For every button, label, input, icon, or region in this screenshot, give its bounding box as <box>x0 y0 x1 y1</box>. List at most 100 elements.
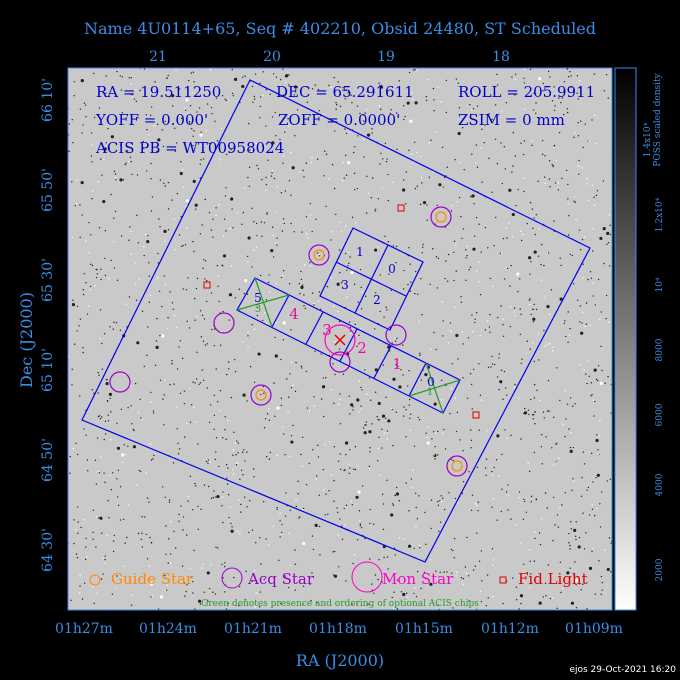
star-dot <box>208 211 211 214</box>
star-dot <box>434 432 437 434</box>
star-dot <box>334 187 336 190</box>
star-dot <box>119 144 122 146</box>
star-dot <box>601 491 603 493</box>
star-dot <box>113 241 115 243</box>
star-dot <box>224 98 226 100</box>
star-dot <box>248 166 251 168</box>
star-dot <box>406 385 409 387</box>
star-dot <box>582 512 584 514</box>
star-dot <box>228 516 230 519</box>
star-dot <box>92 538 94 540</box>
star-dot <box>578 536 581 539</box>
star-dot <box>470 373 472 375</box>
star-dot <box>596 190 599 192</box>
star-dot <box>510 518 512 520</box>
star-dot <box>451 572 453 574</box>
star-dot <box>79 318 82 320</box>
star-dot <box>442 432 444 434</box>
star-dot <box>217 285 219 288</box>
star-dot <box>559 257 561 259</box>
star-dot <box>103 147 107 151</box>
star-dot <box>234 297 236 299</box>
star-dot <box>332 363 334 365</box>
star-dot <box>313 405 315 407</box>
star-dot <box>346 296 348 298</box>
star-dot <box>97 371 99 374</box>
y-tick: 66 10' <box>40 78 56 122</box>
star-dot <box>362 427 365 429</box>
star-dot <box>172 462 175 464</box>
star-dot <box>171 94 175 98</box>
star-dot <box>523 500 526 503</box>
star-dot <box>227 419 229 422</box>
star-dot <box>113 321 115 323</box>
star-dot <box>433 454 435 456</box>
star-dot <box>476 270 478 272</box>
star-dot <box>489 313 491 316</box>
star-dot <box>203 318 206 320</box>
star-dot <box>432 87 435 90</box>
star-dot <box>339 393 341 395</box>
star-dot <box>339 272 341 274</box>
star-dot <box>372 523 375 525</box>
star-dot <box>328 178 330 180</box>
star-dot <box>308 410 311 413</box>
star-dot <box>344 98 346 100</box>
star-dot <box>125 162 127 164</box>
star-dot <box>461 492 464 495</box>
star-dot <box>437 504 440 506</box>
star-dot <box>262 95 264 97</box>
star-dot <box>230 529 234 533</box>
star-dot <box>356 398 359 400</box>
star-dot <box>432 248 434 250</box>
star-dot <box>511 76 513 78</box>
star-dot <box>135 299 138 302</box>
star-dot <box>543 329 545 332</box>
star-dot <box>150 459 153 461</box>
star-dot <box>139 398 141 400</box>
star-dot <box>579 248 582 251</box>
star-dot <box>608 537 611 539</box>
star-dot <box>216 401 219 403</box>
title: Name 4U0114+65, Seq # 402210, Obsid 2448… <box>84 19 596 38</box>
star-dot <box>143 365 146 368</box>
star-dot <box>365 212 368 214</box>
star-dot <box>505 491 508 493</box>
star-dot <box>204 198 207 201</box>
star-dot <box>577 545 581 549</box>
star-dot <box>171 362 173 365</box>
star-dot <box>333 446 336 448</box>
star-dot <box>209 461 212 463</box>
star-dot <box>231 68 233 71</box>
star-dot <box>148 301 151 304</box>
star-dot <box>175 406 177 408</box>
star-dot <box>555 443 557 445</box>
star-dot <box>86 313 89 315</box>
star-dot <box>575 521 577 523</box>
star-dot <box>281 523 283 526</box>
star-dot <box>570 86 572 88</box>
star-dot <box>212 496 215 499</box>
star-dot <box>328 490 330 492</box>
star-dot <box>414 292 416 295</box>
star-dot <box>348 472 350 475</box>
star-dot <box>546 410 549 412</box>
star-dot <box>183 390 186 392</box>
star-dot <box>189 567 191 569</box>
star-dot <box>561 177 563 180</box>
star-dot <box>519 278 521 280</box>
star-dot <box>150 210 153 212</box>
star-dot <box>520 362 522 365</box>
star-dot <box>382 158 384 160</box>
star-dot <box>609 233 611 236</box>
star-dot <box>168 501 171 503</box>
star-dot <box>506 437 508 439</box>
star-dot <box>104 558 106 561</box>
star-dot <box>597 449 599 451</box>
star-dot <box>222 491 224 493</box>
star-dot <box>392 245 395 247</box>
x-tick: 01h27m <box>55 621 113 637</box>
star-dot <box>72 141 74 144</box>
star-dot <box>174 127 176 129</box>
star-dot <box>420 156 422 158</box>
